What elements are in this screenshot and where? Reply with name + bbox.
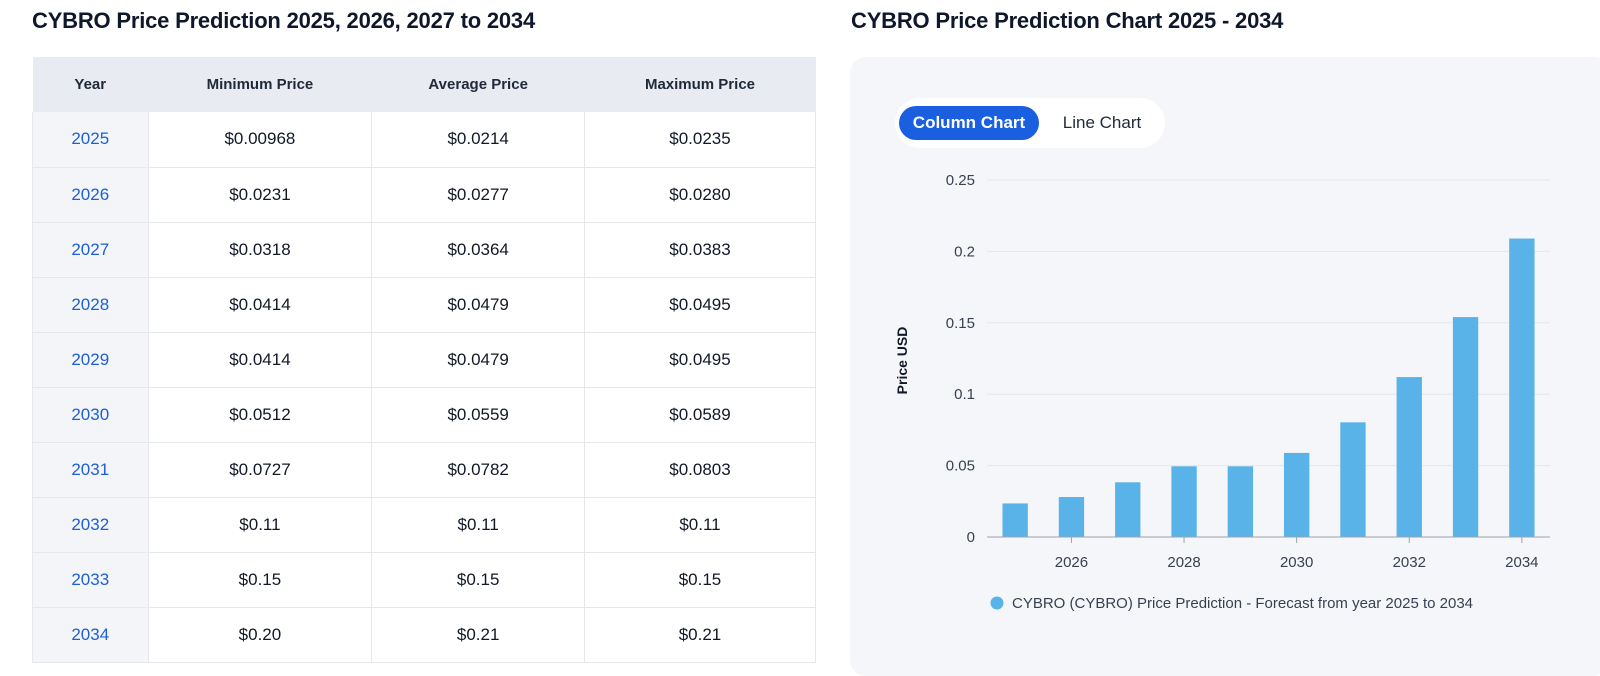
min-price: $0.0414 (148, 277, 373, 333)
min-price: $0.15 (148, 552, 373, 608)
bar (1396, 377, 1422, 537)
y-tick-label: 0 (967, 529, 975, 546)
min-price: $0.0318 (148, 222, 373, 278)
year-link[interactable]: 2027 (32, 222, 149, 278)
avg-price: $0.0559 (371, 387, 585, 443)
bar (1227, 466, 1254, 537)
line-chart-tab[interactable]: Line Chart (1062, 113, 1142, 132)
table-row: 2034 $0.20 $0.21 $0.21 (32, 607, 817, 663)
avg-price: $0.21 (371, 607, 585, 663)
max-price: $0.0235 (584, 112, 817, 168)
max-price: $0.11 (584, 497, 817, 553)
table-row: 2027 $0.0318 $0.0364 $0.0383 (32, 222, 817, 278)
chart-type-toggle: Column Chart Line Chart (895, 98, 1165, 148)
header-year: Year (32, 57, 148, 112)
max-price: $0.15 (584, 552, 817, 608)
price-prediction-table: Year Minimum Price Average Price Maximum… (32, 57, 817, 663)
avg-price: $0.15 (371, 552, 585, 608)
year-link[interactable]: 2031 (32, 442, 149, 498)
avg-price: $0.0364 (371, 222, 585, 278)
max-price: $0.0280 (584, 167, 817, 223)
table-row: 2026 $0.0231 $0.0277 $0.0280 (32, 167, 817, 223)
table-row: 2033 $0.15 $0.15 $0.15 (32, 552, 817, 608)
bar (1115, 482, 1141, 537)
avg-price: $0.0214 (371, 112, 585, 168)
bar (1283, 452, 1310, 537)
min-price: $0.00968 (148, 112, 373, 168)
bar (1452, 317, 1479, 537)
x-tick-label: 2034 (1505, 554, 1538, 571)
table-row: 2029 $0.0414 $0.0479 $0.0495 (32, 332, 817, 388)
avg-price: $0.0277 (371, 167, 585, 223)
table-row: 2030 $0.0512 $0.0559 $0.0589 (32, 387, 817, 443)
bar (1002, 503, 1028, 537)
max-price: $0.0589 (584, 387, 817, 443)
bar (1171, 466, 1197, 537)
y-tick-label: 0.2 (954, 243, 975, 260)
min-price: $0.20 (148, 607, 373, 663)
table-row: 2028 $0.0414 $0.0479 $0.0495 (32, 277, 817, 333)
table-row: 2031 $0.0727 $0.0782 $0.0803 (32, 442, 817, 498)
y-tick-label: 0.25 (946, 172, 975, 189)
table-header-row: Year Minimum Price Average Price Maximum… (32, 57, 816, 112)
year-link[interactable]: 2032 (32, 497, 149, 553)
avg-price: $0.0479 (371, 332, 585, 388)
bar (1509, 238, 1535, 537)
chart-title: CYBRO Price Prediction Chart 2025 - 2034 (851, 8, 1284, 33)
x-tick-label: 2026 (1055, 554, 1088, 571)
avg-price: $0.0782 (371, 442, 585, 498)
bar (1340, 422, 1366, 537)
max-price: $0.0495 (584, 332, 817, 388)
header-maximum-price: Maximum Price (584, 57, 816, 112)
min-price: $0.0231 (148, 167, 373, 223)
year-link[interactable]: 2029 (32, 332, 149, 388)
column-chart-tab[interactable]: Column Chart (899, 106, 1039, 140)
x-tick-label: 2032 (1393, 554, 1426, 571)
avg-price: $0.11 (371, 497, 585, 553)
avg-price: $0.0479 (371, 277, 585, 333)
min-price: $0.11 (148, 497, 373, 553)
year-link[interactable]: 2028 (32, 277, 149, 333)
year-link[interactable]: 2025 (32, 112, 149, 168)
y-tick-label: 0.05 (946, 458, 975, 475)
year-link[interactable]: 2026 (32, 167, 149, 223)
table-row: 2025 $0.00968 $0.0214 $0.0235 (32, 112, 817, 168)
y-tick-label: 0.1 (954, 386, 975, 403)
year-link[interactable]: 2033 (32, 552, 149, 608)
min-price: $0.0414 (148, 332, 373, 388)
year-link[interactable]: 2030 (32, 387, 149, 443)
max-price: $0.0495 (584, 277, 817, 333)
max-price: $0.0383 (584, 222, 817, 278)
table-title: CYBRO Price Prediction 2025, 2026, 2027 … (32, 8, 535, 33)
min-price: $0.0512 (148, 387, 373, 443)
header-minimum-price: Minimum Price (148, 57, 372, 112)
legend-label: CYBRO (CYBRO) Price Prediction - Forecas… (1012, 595, 1473, 612)
min-price: $0.0727 (148, 442, 373, 498)
price-column-chart: 0 0.05 0.1 0.15 0.2 0.25 2026 2028 2030 2032 2034 P… (894, 172, 1550, 612)
y-tick-label: 0.15 (946, 315, 975, 332)
max-price: $0.21 (584, 607, 817, 663)
year-link[interactable]: 2034 (32, 607, 149, 663)
x-tick-label: 2028 (1167, 554, 1200, 571)
legend-marker (990, 596, 1004, 610)
max-price: $0.0803 (584, 442, 817, 498)
header-average-price: Average Price (371, 57, 585, 112)
y-axis-label: Price USD (894, 327, 910, 395)
table-row: 2032 $0.11 $0.11 $0.11 (32, 497, 817, 553)
x-tick-label: 2030 (1280, 554, 1313, 571)
bar (1058, 497, 1085, 537)
